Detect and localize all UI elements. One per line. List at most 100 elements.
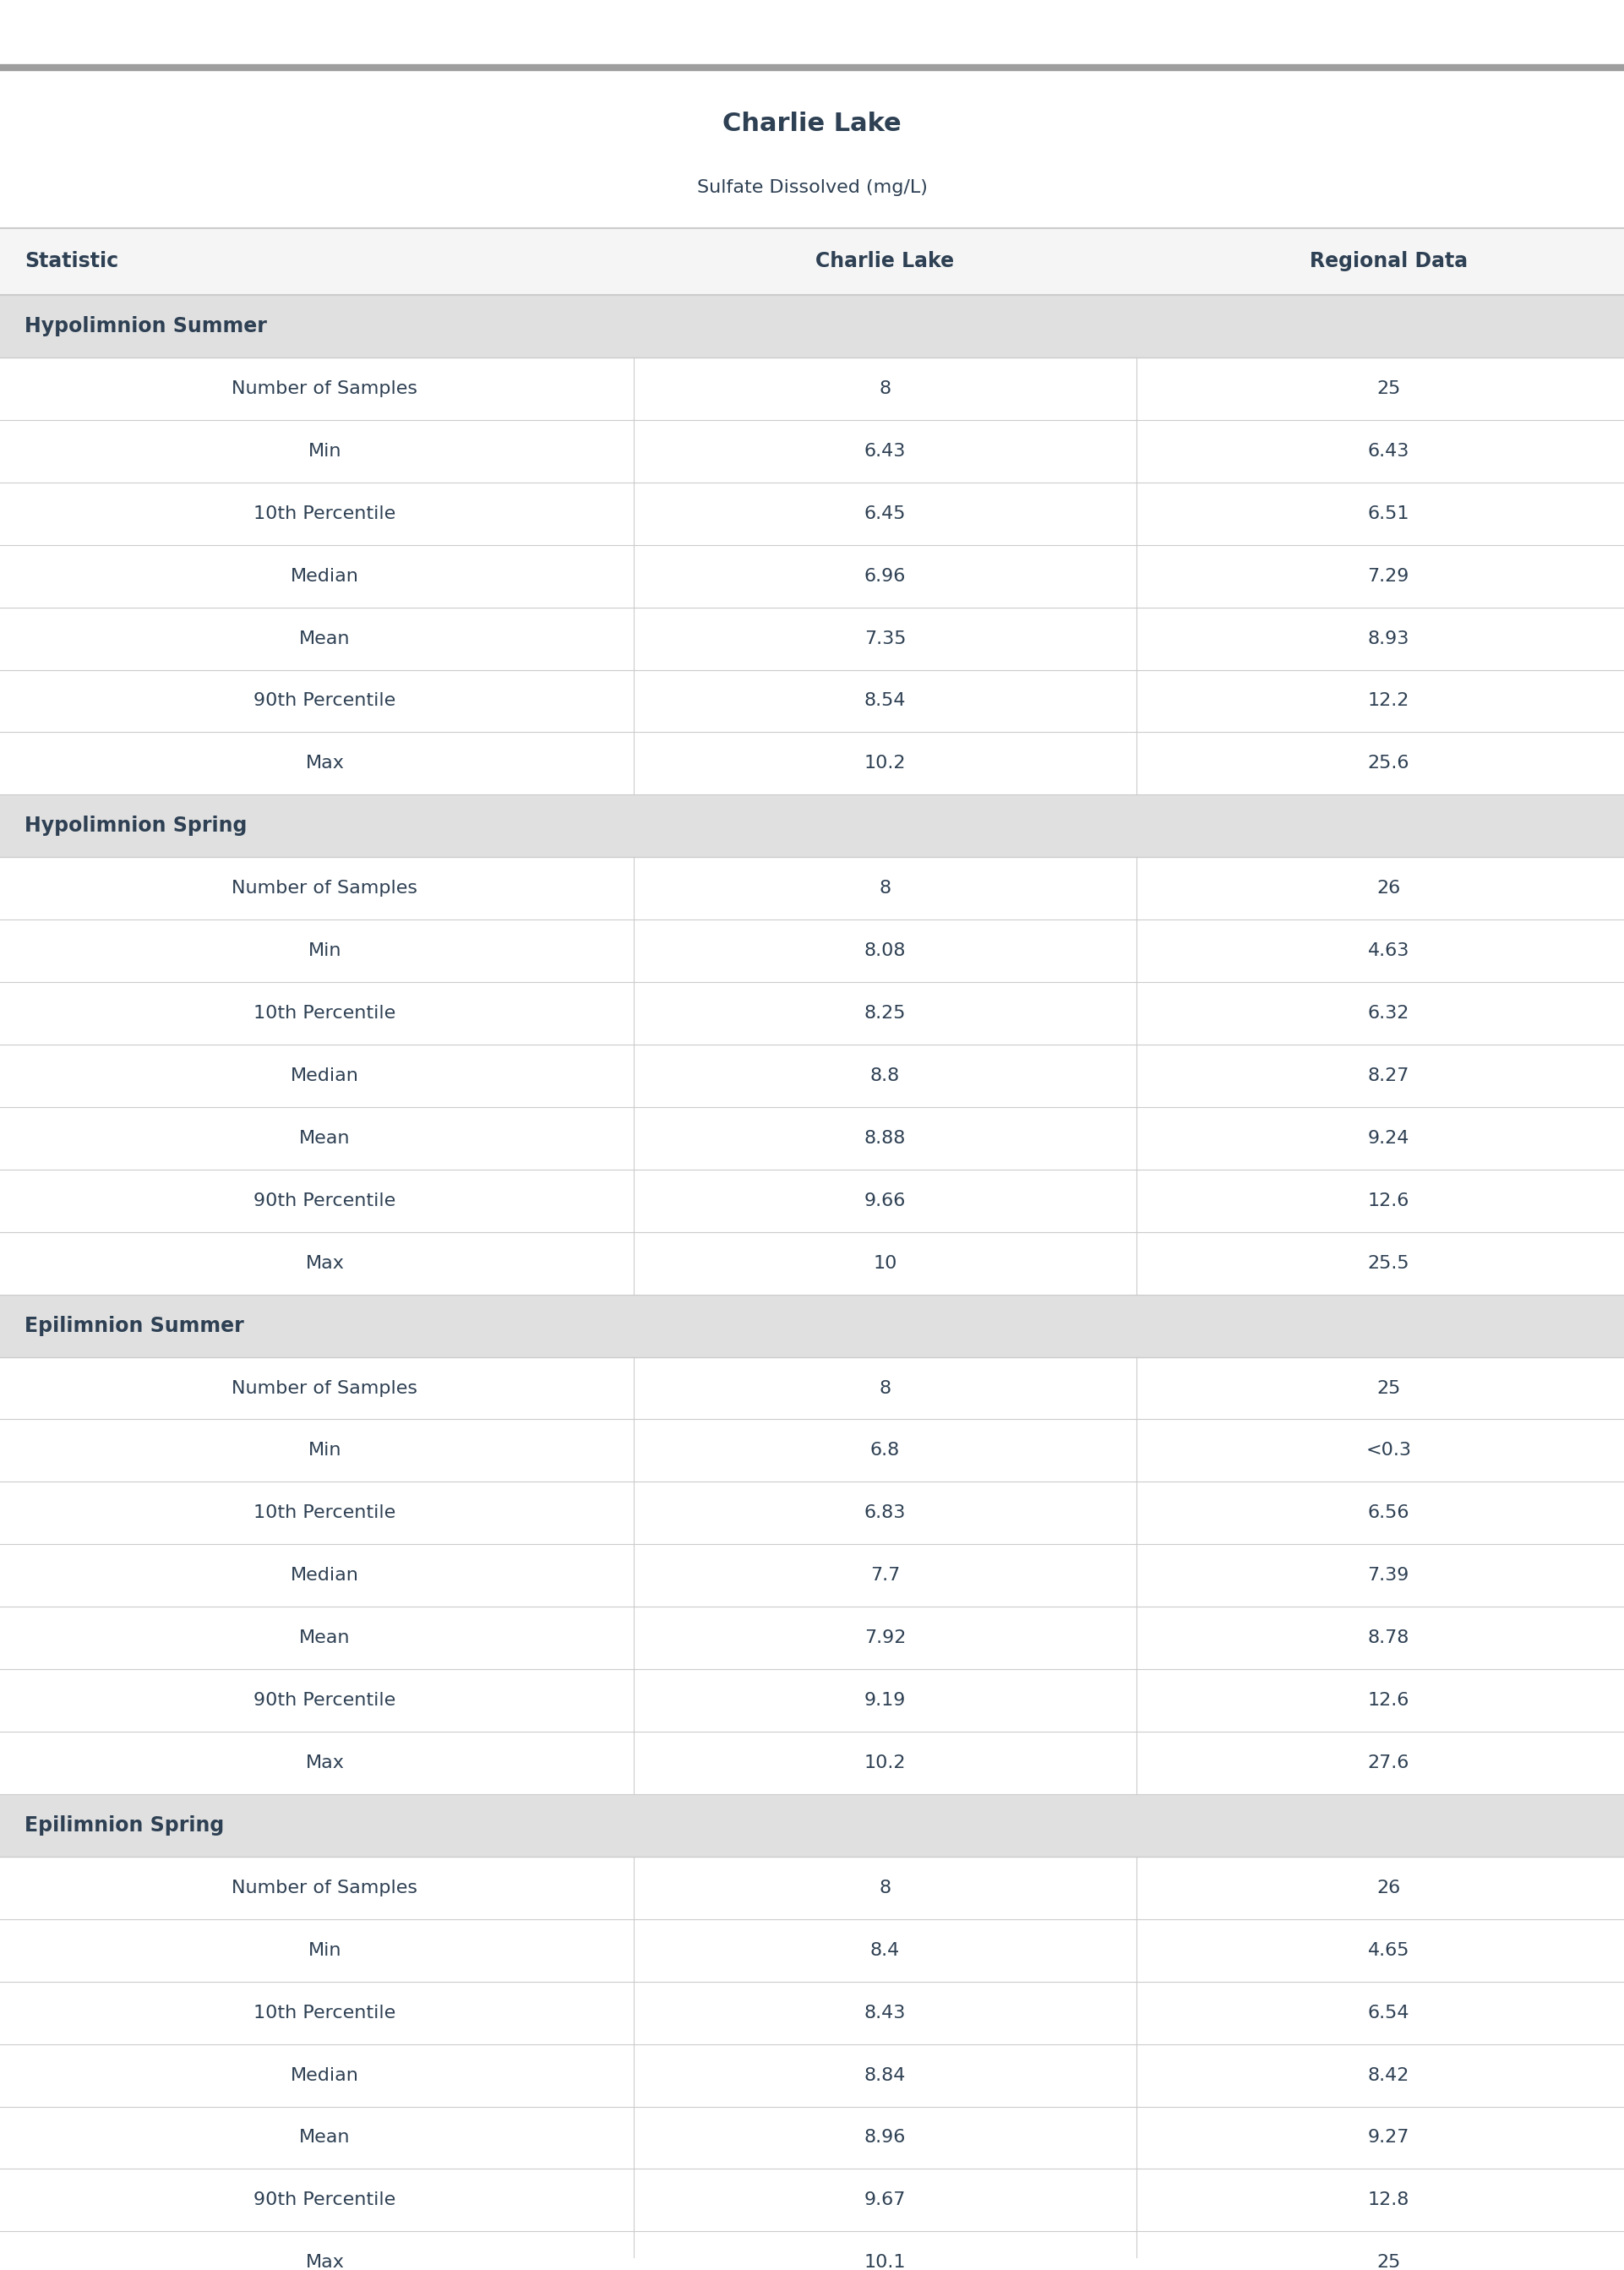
FancyBboxPatch shape [0,1357,1624,1419]
FancyBboxPatch shape [0,608,1624,670]
Text: 6.54: 6.54 [1367,2004,1410,2020]
Text: 9.27: 9.27 [1367,2129,1410,2145]
FancyBboxPatch shape [0,1044,1624,1108]
Text: <0.3: <0.3 [1366,1441,1411,1460]
Text: Min: Min [309,942,341,960]
Text: 8: 8 [879,1880,892,1895]
Text: Median: Median [291,1566,359,1584]
FancyBboxPatch shape [0,1482,1624,1544]
Text: 6.83: 6.83 [864,1505,906,1521]
FancyBboxPatch shape [0,1294,1624,1357]
Text: Max: Max [305,756,344,772]
FancyBboxPatch shape [0,2168,1624,2231]
Text: Sulfate Dissolved (mg/L): Sulfate Dissolved (mg/L) [697,179,927,195]
FancyBboxPatch shape [0,1544,1624,1607]
Text: Mean: Mean [299,631,351,647]
FancyBboxPatch shape [0,1982,1624,2043]
FancyBboxPatch shape [0,420,1624,481]
Text: 6.8: 6.8 [870,1441,900,1460]
Text: Regional Data: Regional Data [1309,252,1468,272]
FancyBboxPatch shape [0,1169,1624,1233]
FancyBboxPatch shape [0,1668,1624,1732]
Text: 25: 25 [1377,2254,1400,2270]
Text: Charlie Lake: Charlie Lake [723,111,901,136]
Text: 25: 25 [1377,379,1400,397]
FancyBboxPatch shape [0,1732,1624,1793]
FancyBboxPatch shape [0,858,1624,919]
Text: 4.63: 4.63 [1367,942,1410,960]
Text: Number of Samples: Number of Samples [232,1380,417,1396]
FancyBboxPatch shape [0,983,1624,1044]
FancyBboxPatch shape [0,1108,1624,1169]
FancyBboxPatch shape [0,1793,1624,1857]
Text: Min: Min [309,1441,341,1460]
FancyBboxPatch shape [0,481,1624,545]
Text: 8.96: 8.96 [864,2129,906,2145]
Text: Max: Max [305,1255,344,1271]
Text: Median: Median [291,2066,359,2084]
Text: Median: Median [291,568,359,583]
Text: 8.78: 8.78 [1367,1630,1410,1646]
Text: 6.56: 6.56 [1367,1505,1410,1521]
Text: 12.6: 12.6 [1367,1192,1410,1210]
Text: 8: 8 [879,379,892,397]
Text: 10th Percentile: 10th Percentile [253,506,396,522]
Text: 6.43: 6.43 [864,443,906,459]
Text: 25: 25 [1377,1380,1400,1396]
Text: 10.2: 10.2 [864,756,906,772]
Text: Max: Max [305,1755,344,1771]
Text: 12.2: 12.2 [1367,692,1410,711]
Text: 8.25: 8.25 [864,1006,906,1021]
Text: 8.42: 8.42 [1367,2066,1410,2084]
Text: 12.6: 12.6 [1367,1691,1410,1709]
Text: 4.65: 4.65 [1367,1941,1410,1959]
Text: Mean: Mean [299,1630,351,1646]
Text: 7.35: 7.35 [864,631,906,647]
Text: 9.66: 9.66 [864,1192,906,1210]
FancyBboxPatch shape [0,2107,1624,2168]
Text: Hypolimnion Spring: Hypolimnion Spring [24,815,247,835]
Text: 90th Percentile: 90th Percentile [253,2193,396,2209]
Text: Max: Max [305,2254,344,2270]
Text: 8.54: 8.54 [864,692,906,711]
Text: 26: 26 [1377,881,1400,897]
Text: 8.4: 8.4 [870,1941,900,1959]
Text: 27.6: 27.6 [1367,1755,1410,1771]
Text: 7.29: 7.29 [1367,568,1410,583]
Text: 6.43: 6.43 [1367,443,1410,459]
FancyBboxPatch shape [0,919,1624,983]
Text: 10th Percentile: 10th Percentile [253,1505,396,1521]
Text: 10: 10 [874,1255,896,1271]
Text: 90th Percentile: 90th Percentile [253,692,396,711]
Text: 10th Percentile: 10th Percentile [253,2004,396,2020]
FancyBboxPatch shape [0,670,1624,733]
Text: 12.8: 12.8 [1367,2193,1410,2209]
FancyBboxPatch shape [0,1607,1624,1668]
FancyBboxPatch shape [0,227,1624,295]
Text: 25.5: 25.5 [1367,1255,1410,1271]
Text: Epilimnion Spring: Epilimnion Spring [24,1816,224,1836]
FancyBboxPatch shape [0,1918,1624,1982]
FancyBboxPatch shape [0,733,1624,794]
Text: 8: 8 [879,1380,892,1396]
FancyBboxPatch shape [0,295,1624,356]
FancyBboxPatch shape [0,1419,1624,1482]
Text: 9.67: 9.67 [864,2193,906,2209]
Text: Hypolimnion Summer: Hypolimnion Summer [24,316,266,336]
Text: 6.32: 6.32 [1367,1006,1410,1021]
Text: 8.43: 8.43 [864,2004,906,2020]
Text: 25.6: 25.6 [1367,756,1410,772]
Text: 90th Percentile: 90th Percentile [253,1691,396,1709]
Text: Mean: Mean [299,2129,351,2145]
Text: 6.51: 6.51 [1367,506,1410,522]
FancyBboxPatch shape [0,1857,1624,1918]
Text: 9.24: 9.24 [1367,1130,1410,1146]
Text: 8.08: 8.08 [864,942,906,960]
FancyBboxPatch shape [0,1233,1624,1294]
Text: 6.96: 6.96 [864,568,906,583]
Text: 7.39: 7.39 [1367,1566,1410,1584]
Text: 8.88: 8.88 [864,1130,906,1146]
Text: 8.93: 8.93 [1367,631,1410,647]
Text: 8.8: 8.8 [870,1067,900,1085]
Text: Median: Median [291,1067,359,1085]
